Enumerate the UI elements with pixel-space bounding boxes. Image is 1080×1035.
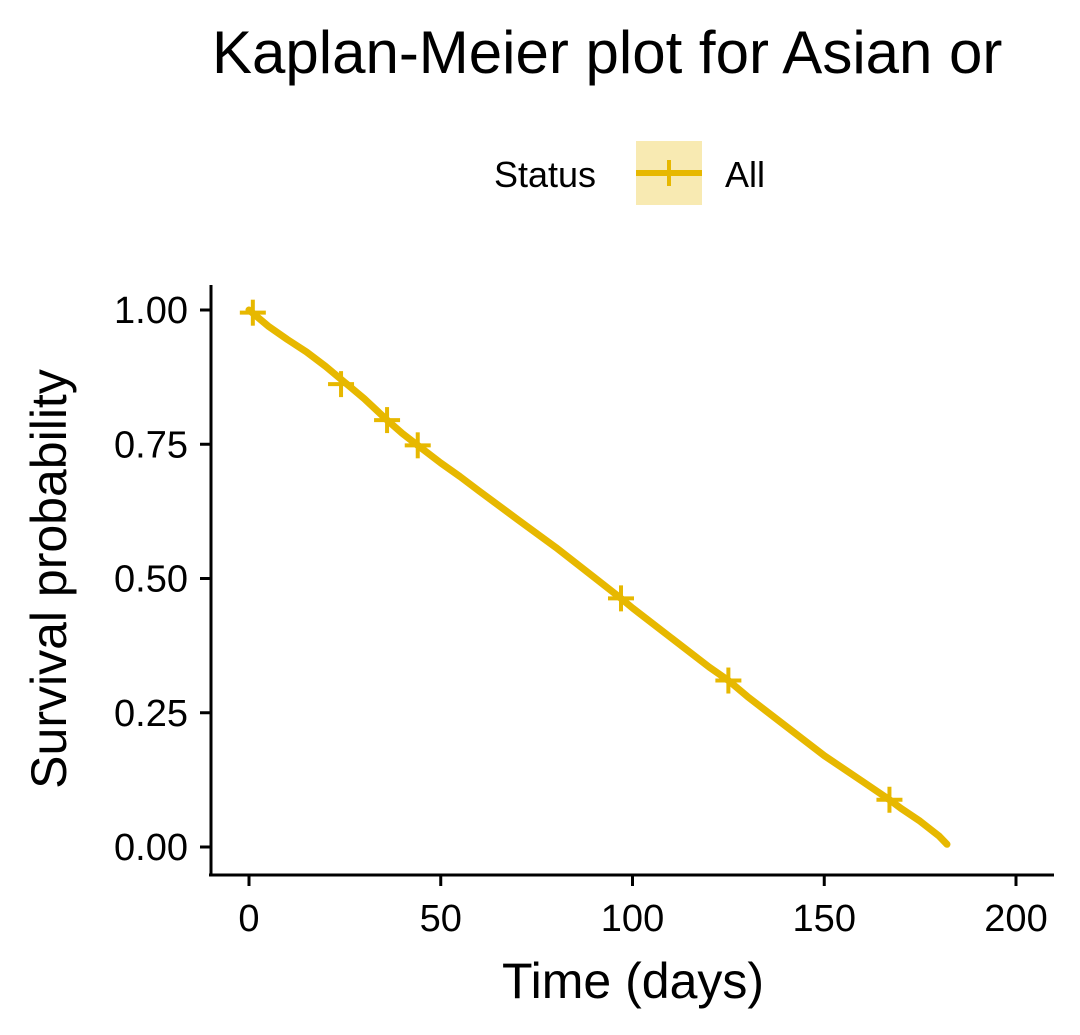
censor-mark — [715, 667, 742, 694]
x-axis-ticks: 0 50 100 150 200 — [238, 875, 1048, 940]
legend: Status All — [494, 141, 765, 205]
chart-title: Kaplan-Meier plot for Asian or — [212, 19, 1002, 86]
x-tick-label: 200 — [984, 898, 1047, 940]
y-tick-label: 1.00 — [114, 290, 188, 332]
legend-title: Status — [494, 154, 596, 195]
y-tick-label: 0.50 — [114, 559, 188, 601]
y-tick-label: 0.25 — [114, 693, 188, 735]
x-tick-label: 0 — [238, 898, 259, 940]
censor-mark — [404, 432, 431, 459]
censor-mark — [328, 371, 355, 398]
x-tick-label: 150 — [793, 898, 856, 940]
legend-entry-all: All — [725, 154, 765, 195]
survival-curve-line — [245, 306, 951, 848]
plot-area — [239, 299, 951, 848]
x-axis-title: Time (days) — [502, 953, 764, 1009]
censor-mark — [239, 299, 266, 326]
x-tick-label: 50 — [420, 898, 462, 940]
y-axis-title: Survival probability — [21, 369, 77, 789]
censor-mark — [607, 585, 634, 612]
y-axis-ticks: 0.00 0.25 0.50 0.75 1.00 — [114, 290, 211, 869]
censor-mark — [374, 407, 401, 434]
censor-mark — [876, 786, 903, 813]
y-tick-label: 0.00 — [114, 827, 188, 869]
x-tick-label: 100 — [601, 898, 664, 940]
y-tick-label: 0.75 — [114, 424, 188, 466]
